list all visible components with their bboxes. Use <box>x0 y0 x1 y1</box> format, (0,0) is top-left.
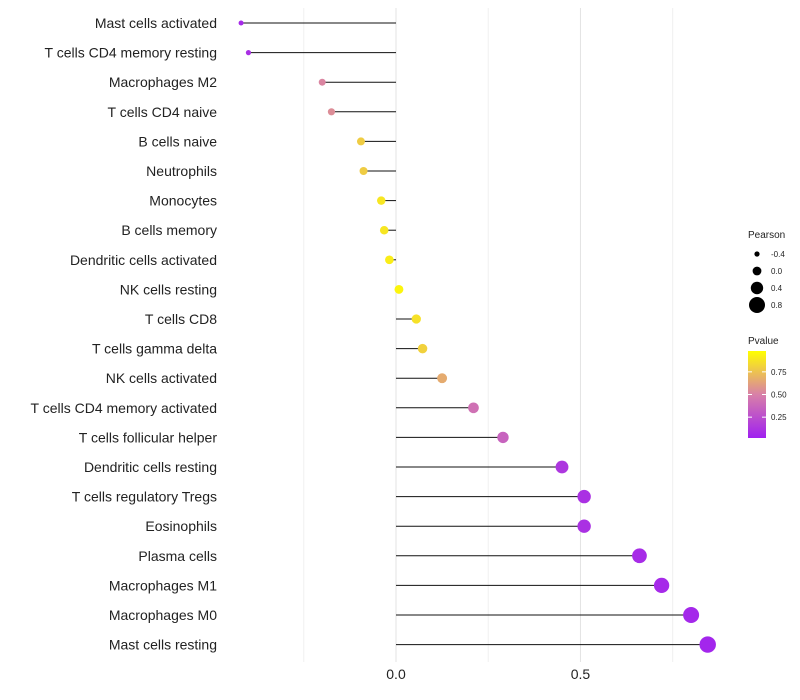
lollipop-point <box>394 284 404 294</box>
legend-pvalue-label: 0.25 <box>771 413 787 422</box>
legend-pearson-label: 0.4 <box>771 284 783 293</box>
legend-pearson-label: 0.8 <box>771 301 783 310</box>
lollipop-point <box>577 519 591 533</box>
legend-pearson-key <box>754 251 760 257</box>
category-labels: Mast cells activated T cells CD4 memory r… <box>31 15 218 653</box>
category-label: Dendritic cells resting <box>84 459 217 475</box>
legend-pvalue-label: 0.75 <box>771 368 787 377</box>
legend-pvalue: Pvalue 0.75 0.50 0.25 <box>748 336 787 438</box>
legend-pearson-label: 0.0 <box>771 267 783 276</box>
legend-pearson-title: Pearson <box>748 230 785 241</box>
legend-pearson-key <box>752 266 762 276</box>
category-label: T cells CD8 <box>145 311 217 327</box>
category-label: Macrophages M2 <box>109 74 217 90</box>
lollipop-point <box>379 225 389 235</box>
lollipop-point <box>577 489 591 504</box>
x-axis-ticks: 0.0 0.5 <box>386 666 590 682</box>
category-label: T cells regulatory Tregs <box>72 489 217 505</box>
category-label: T cells follicular helper <box>79 429 218 445</box>
category-label: NK cells resting <box>120 281 217 297</box>
category-label: Monocytes <box>149 193 217 209</box>
lollipop-point <box>238 20 244 26</box>
lollipop-point <box>468 402 479 414</box>
category-label: B cells memory <box>121 222 217 238</box>
category-label: Mast cells activated <box>95 15 217 31</box>
lollipop-point <box>555 460 569 474</box>
lollipop-point <box>245 50 252 56</box>
x-tick-label: 0.0 <box>386 666 406 682</box>
lollipop-point <box>417 343 428 354</box>
category-label: T cells CD4 memory activated <box>31 400 217 416</box>
lollipop-point <box>411 314 421 324</box>
category-label: B cells naive <box>138 133 217 149</box>
category-label: T cells CD4 naive <box>108 104 218 120</box>
x-tick-label: 0.5 <box>571 666 591 682</box>
legend-pvalue-label: 0.50 <box>771 391 787 400</box>
legend-pearson: Pearson -0.4 0.0 0.4 0.8 <box>748 230 785 313</box>
legend-pearson-label: -0.4 <box>771 250 785 259</box>
category-label: Eosinophils <box>145 518 217 534</box>
legend-pvalue-colorbar <box>748 351 766 438</box>
category-label: Neutrophils <box>146 163 217 179</box>
lollipop-sticks <box>241 22 708 646</box>
lollipop-point <box>377 196 386 205</box>
lollipop-point <box>356 137 365 146</box>
lollipop-point <box>437 373 448 384</box>
category-label: T cells gamma delta <box>92 341 217 357</box>
category-label: NK cells activated <box>106 370 217 386</box>
lollipop-points <box>238 20 716 653</box>
lollipop-point <box>632 548 647 564</box>
category-label: Macrophages M1 <box>109 577 217 593</box>
lollipop-point <box>359 166 368 176</box>
category-label: Plasma cells <box>138 548 217 564</box>
category-label: T cells CD4 memory resting <box>45 45 217 61</box>
legend-pearson-key <box>749 297 765 313</box>
lollipop-point <box>683 607 700 623</box>
gridlines <box>303 8 674 662</box>
lollipop-point <box>318 78 326 86</box>
lollipop-point <box>327 108 336 116</box>
lollipop-point <box>385 255 394 265</box>
lollipop-point <box>653 577 670 594</box>
lollipop-point <box>699 636 716 653</box>
legend-pvalue-title: Pvalue <box>748 336 779 347</box>
legend-pearson-key <box>750 281 764 295</box>
lollipop-point <box>497 431 509 444</box>
category-label: Macrophages M0 <box>109 607 217 623</box>
category-label: Mast cells resting <box>109 637 217 653</box>
category-label: Dendritic cells activated <box>70 252 217 268</box>
